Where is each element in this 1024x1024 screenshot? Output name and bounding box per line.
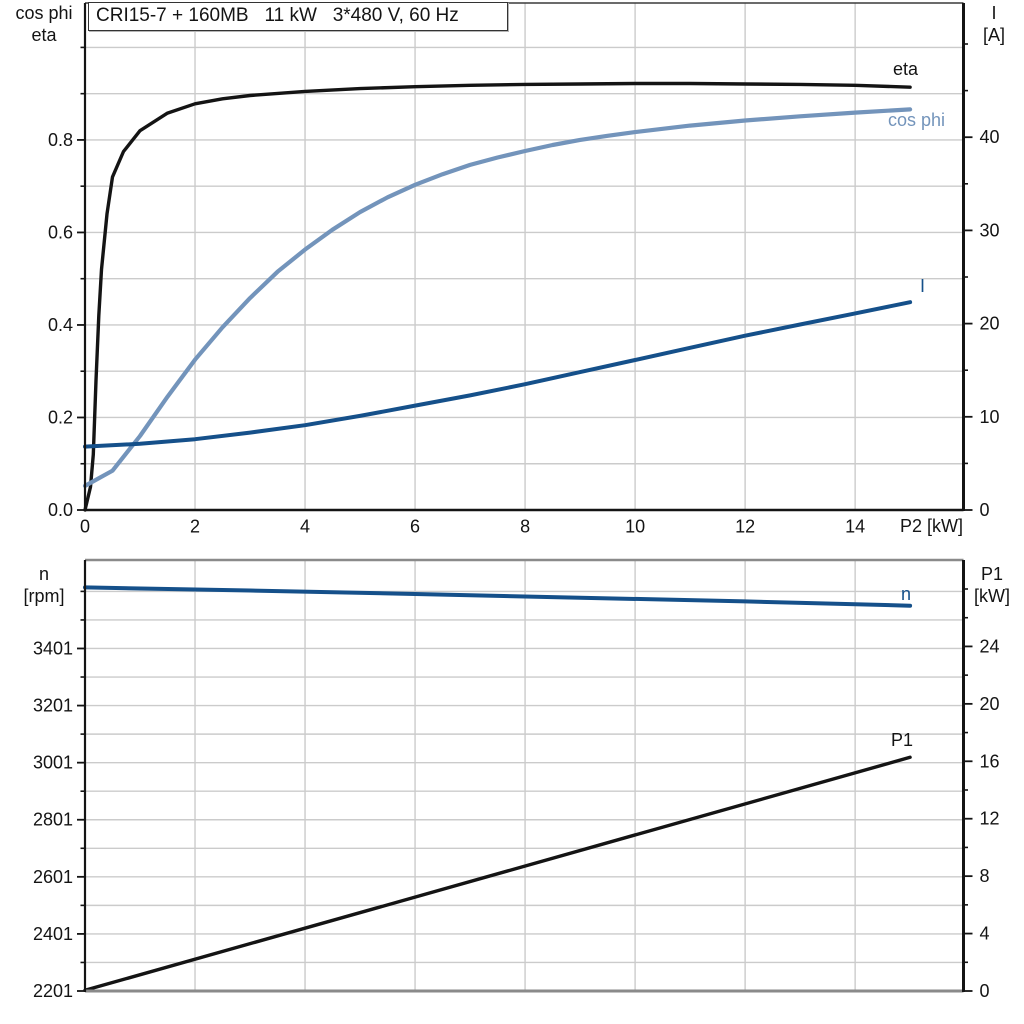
left-axis-tick-label: 2401 xyxy=(33,924,73,944)
axis-title-current-unit: [A] xyxy=(982,25,1005,45)
x-axis-tick-label: 10 xyxy=(625,517,645,537)
left-axis-tick-label: 3201 xyxy=(33,696,73,716)
left-axis-tick-label: 3001 xyxy=(33,753,73,773)
curve-n xyxy=(83,585,913,608)
right-axis-tick-label: 20 xyxy=(980,314,1000,334)
curve-cos_phi xyxy=(82,107,913,488)
curve-label-eta: eta xyxy=(893,59,919,79)
right-axis-tick-label: 16 xyxy=(980,751,1000,771)
chart-title-box: CRI15-7 + 160MB 11 kW 3*480 V, 60 Hz xyxy=(88,2,508,31)
right-axis-tick-label: 12 xyxy=(980,809,1000,829)
left-axis-tick-label: 0.2 xyxy=(48,407,73,427)
right-axis-tick-label: 30 xyxy=(980,220,1000,240)
curve-label-p1: P1 xyxy=(891,730,914,750)
bottom-right-axis-title: P1 [kW] xyxy=(963,563,1021,607)
left-axis-tick-label: 0.4 xyxy=(48,315,73,335)
left-axis-tick-label: 2801 xyxy=(33,810,73,830)
curve-label-speed: n xyxy=(901,584,912,604)
axis-title-speed-unit: [rpm] xyxy=(23,586,65,606)
axis-title-current: I xyxy=(991,3,997,23)
right-axis-tick-label: 0 xyxy=(980,500,990,520)
left-axis-tick-label: 2201 xyxy=(33,981,73,1001)
axis-title-cos-phi: cos phi xyxy=(15,3,73,23)
x-axis-tick-label: 6 xyxy=(410,517,420,537)
x-axis-title: P2 [kW] xyxy=(900,516,964,536)
top-chart: 0.0 0.2 0.4 0.6 0.8 0 10 20 30 40 0 2 4 6 8 10 12 14 xyxy=(48,2,1000,537)
top-right-axis-title: I [A] xyxy=(967,2,1021,46)
x-axis-tick-label: 8 xyxy=(520,517,530,537)
left-axis-tick-label: 0.0 xyxy=(48,500,73,520)
right-axis-tick-label: 8 xyxy=(980,866,990,886)
x-axis-tick-label: 2 xyxy=(190,517,200,537)
curve-label-cos-phi: cos phi xyxy=(888,110,946,130)
axis-title-eta: eta xyxy=(31,25,57,45)
bottom-left-axis-title: n [rpm] xyxy=(4,563,84,607)
curve-P1 xyxy=(83,755,912,992)
right-axis-tick-label: 20 xyxy=(980,694,1000,714)
right-axis-tick-label: 0 xyxy=(980,981,990,1001)
left-axis-tick-label: 2601 xyxy=(33,867,73,887)
x-axis-tick-label: 12 xyxy=(735,517,755,537)
left-axis-tick-label: 3401 xyxy=(33,638,73,658)
x-axis-tick-label: 4 xyxy=(300,517,310,537)
right-axis-tick-label: 40 xyxy=(980,127,1000,147)
x-axis-tick-label: 0 xyxy=(80,517,90,537)
axis-title-p1-unit: [kW] xyxy=(974,586,1010,606)
x-axis-tick-label: 14 xyxy=(845,517,865,537)
right-axis-tick-label: 24 xyxy=(980,636,1000,656)
curve-label-current: I xyxy=(920,276,926,296)
chart-title: CRI15-7 + 160MB 11 kW 3*480 V, 60 Hz xyxy=(96,5,459,26)
top-left-axis-title: cos phi eta xyxy=(4,2,84,46)
axis-title-speed: n xyxy=(38,564,49,584)
curve-I xyxy=(83,300,913,449)
left-axis-tick-label: 0.6 xyxy=(48,222,73,242)
curve-eta xyxy=(83,81,912,512)
right-axis-tick-label: 4 xyxy=(980,924,990,944)
left-axis-tick-label: 0.8 xyxy=(48,130,73,150)
axis-title-p1: P1 xyxy=(980,564,1004,584)
right-axis-tick-label: 10 xyxy=(980,407,1000,427)
bottom-chart: 2201 2401 2601 2801 3001 3201 3401 0 4 8 12 16 20 24 xyxy=(33,558,1000,1001)
